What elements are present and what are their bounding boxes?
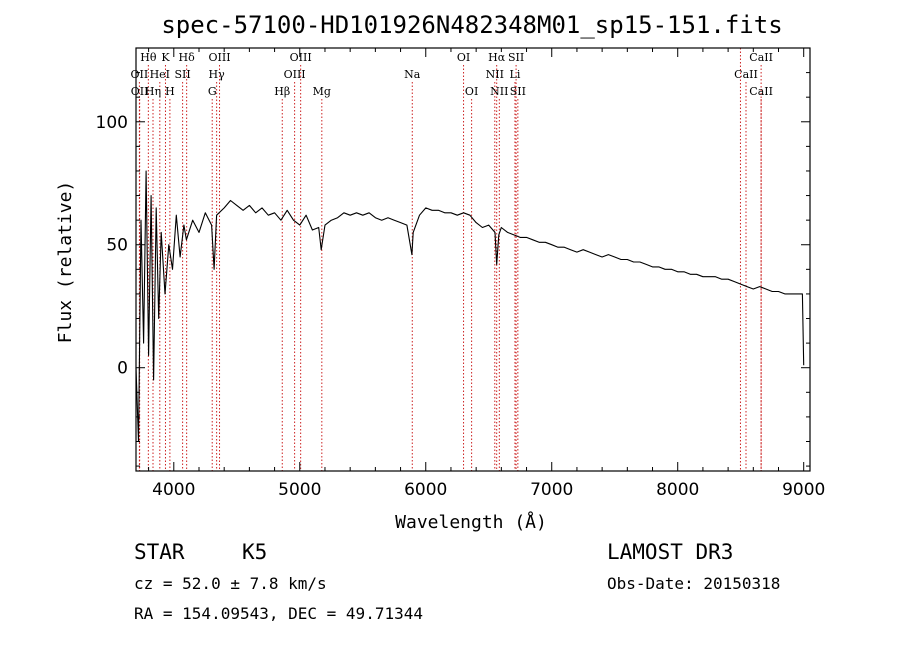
- spectrum-line: [135, 170, 805, 443]
- chart-title: spec-57100-HD101926N482348M01_sp15-151.f…: [161, 11, 782, 39]
- y-tick-label: 0: [117, 359, 128, 379]
- line-marker-label: CaII: [734, 68, 758, 81]
- line-marker-label: CaII: [749, 51, 773, 64]
- line-marker-label: SII: [174, 68, 190, 81]
- line-marker-label: NII: [486, 68, 504, 81]
- sky-coordinates: RA = 154.09543, DEC = 49.71344: [134, 604, 423, 623]
- line-marker-label: Hδ: [179, 51, 196, 64]
- line-marker-label: OII: [131, 68, 149, 81]
- redshift-velocity: cz = 52.0 ± 7.8 km/s: [134, 574, 327, 593]
- survey-name: LAMOST DR3: [607, 540, 734, 564]
- y-tick-label: 100: [96, 113, 128, 133]
- line-marker-label: Hγ: [209, 68, 226, 81]
- line-marker-label: K: [161, 51, 170, 64]
- axis-ticks: 4000 5000 6000 7000 8000 9000 0 50 100: [96, 47, 825, 500]
- line-marker-label: Li: [510, 68, 521, 81]
- line-marker-label: Hη: [145, 85, 161, 98]
- spectrum-series: [135, 170, 805, 443]
- x-tick-label: 9000: [782, 480, 825, 500]
- x-tick-label: 7000: [530, 480, 573, 500]
- line-marker-label: OIII: [208, 51, 230, 64]
- object-class: STAR: [134, 540, 185, 564]
- x-tick-label: 8000: [656, 480, 699, 500]
- line-marker-label: H: [165, 85, 175, 98]
- line-marker-label: CaII: [749, 85, 773, 98]
- y-tick-label: 50: [106, 236, 128, 256]
- object-subclass: K5: [242, 540, 268, 564]
- line-marker-label: OI: [457, 51, 470, 64]
- plot-frame: [135, 47, 811, 472]
- line-marker-label: SII: [510, 85, 526, 98]
- line-marker-label: Hα: [488, 51, 506, 64]
- x-axis-label: Wavelength (Å): [395, 511, 547, 533]
- line-marker-label: SII: [508, 51, 524, 64]
- line-marker-label: G: [208, 85, 217, 98]
- observation-date: Obs-Date: 20150318: [607, 574, 781, 593]
- line-marker-label: Hθ: [140, 51, 157, 64]
- line-marker-label: Hβ: [274, 85, 290, 98]
- line-marker-label: OI: [465, 85, 478, 98]
- line-marker-label: HeI: [150, 68, 170, 81]
- line-marker-label: NII: [490, 85, 508, 98]
- x-tick-label: 6000: [404, 480, 447, 500]
- line-marker-label: OIII: [284, 68, 306, 81]
- y-axis-label: Flux (relative): [55, 181, 76, 344]
- line-marker-label: Mg: [313, 85, 331, 98]
- line-marker-label: Na: [404, 68, 421, 81]
- line-marker-label: OII: [131, 85, 149, 98]
- x-tick-label: 4000: [152, 480, 195, 500]
- x-tick-label: 5000: [278, 480, 321, 500]
- line-marker-label: OIII: [290, 51, 312, 64]
